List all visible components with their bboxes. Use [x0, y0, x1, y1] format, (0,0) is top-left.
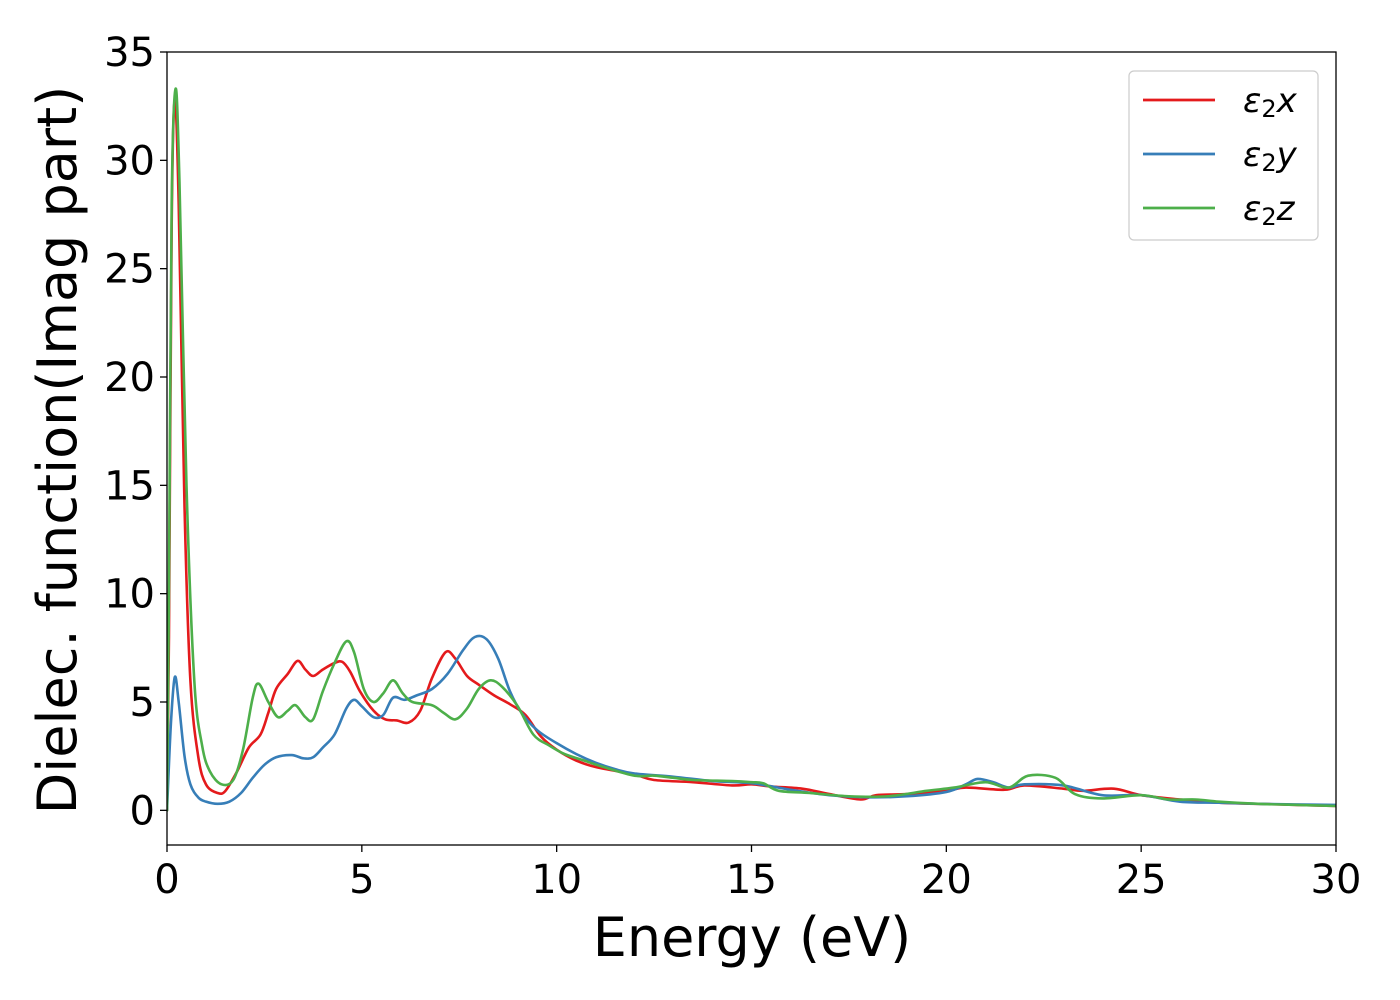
x-tick-label: 20 — [921, 857, 972, 903]
y-tick-label: 0 — [130, 788, 155, 834]
x-tick-label: 30 — [1311, 857, 1362, 903]
plot-area — [167, 87, 1336, 812]
axes: 0 5 10 15 20 25 30 0 5 10 15 20 25 30 35 — [104, 30, 1361, 903]
x-tick-label: 5 — [349, 857, 374, 903]
y-axis-title: Dielec. function(Imag part) — [26, 86, 89, 815]
x-axis-title: Energy (eV) — [593, 906, 912, 969]
x-tick-label: 0 — [154, 857, 179, 903]
series-line-y — [167, 634, 1336, 812]
y-tick-label: 15 — [104, 463, 155, 509]
series-line-z — [167, 87, 1336, 812]
y-tick-label: 10 — [104, 572, 155, 618]
y-tick-label: 5 — [130, 680, 155, 726]
x-tick-label: 10 — [531, 857, 582, 903]
y-tick-label: 20 — [104, 355, 155, 401]
legend-box — [1128, 70, 1319, 241]
y-tick-label: 30 — [104, 138, 155, 184]
legend-label-z: ε2z — [1243, 189, 1296, 231]
legend-label-x: ε2x — [1243, 81, 1298, 123]
legend-label-y: ε2y — [1243, 135, 1298, 177]
legend: ε2x ε2y ε2z — [1128, 70, 1319, 241]
y-tick-label: 35 — [104, 30, 155, 76]
x-tick-label: 15 — [726, 857, 777, 903]
x-tick-label: 25 — [1116, 857, 1167, 903]
y-tick-label: 25 — [104, 247, 155, 293]
